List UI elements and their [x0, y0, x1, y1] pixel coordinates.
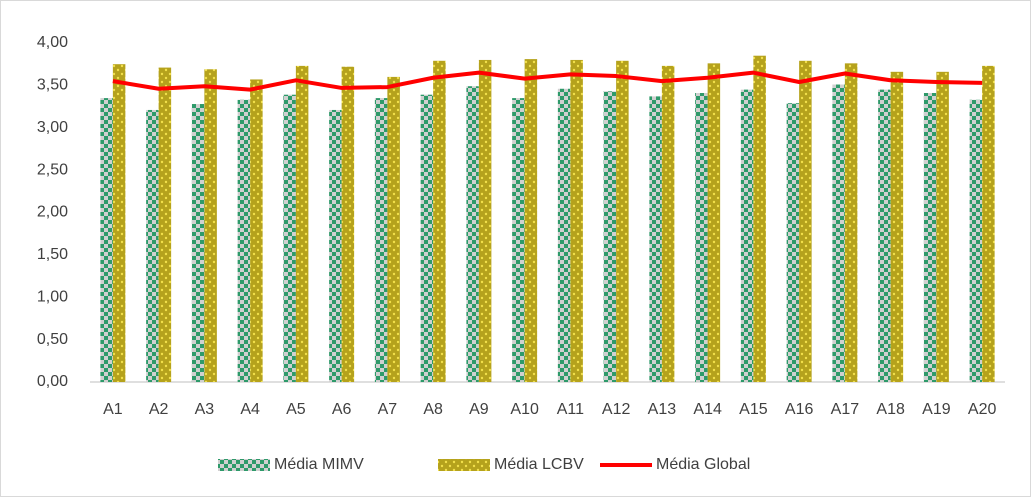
x-tick-label: A17	[831, 401, 860, 418]
bar	[374, 98, 388, 383]
bar	[146, 109, 159, 382]
x-tick-label: A2	[149, 401, 169, 418]
bar	[237, 99, 251, 382]
x-tick-label: A15	[739, 401, 768, 418]
x-tick-label: A14	[693, 401, 722, 418]
bar	[649, 96, 662, 382]
x-tick-label: A18	[876, 401, 905, 418]
y-tick-label: 3,00	[37, 119, 68, 136]
legend-label: Média MIMV	[274, 456, 364, 473]
bar	[707, 63, 721, 383]
bar	[329, 109, 342, 382]
y-tick-label: 1,00	[37, 288, 68, 305]
bar	[936, 71, 949, 382]
bar	[478, 59, 492, 382]
bar	[844, 63, 858, 383]
bar	[923, 93, 937, 382]
bar	[740, 89, 754, 383]
legend-label: Média LCBV	[494, 456, 584, 473]
line	[112, 70, 983, 92]
bar	[799, 60, 812, 383]
x-tick-label: A8	[423, 401, 443, 418]
bar	[512, 98, 525, 383]
bar	[283, 94, 296, 382]
x-tick-label: A16	[785, 401, 814, 418]
bar	[158, 67, 172, 382]
bar	[695, 93, 708, 382]
x-tick-label: A11	[557, 401, 584, 418]
x-tick-label: A5	[286, 401, 306, 418]
bar	[112, 64, 126, 382]
x-tick-label: A10	[510, 401, 539, 418]
y-tick-label: 0,50	[37, 331, 68, 348]
bar	[570, 59, 583, 382]
y-tick-label: 3,50	[37, 77, 68, 94]
x-tick-label: A19	[922, 401, 951, 418]
bar	[753, 55, 766, 383]
x-tick-label: A1	[103, 401, 123, 418]
bar	[191, 104, 205, 383]
x-tick-label: A9	[469, 401, 489, 418]
bar	[832, 84, 845, 382]
x-tick-label: A12	[602, 401, 631, 418]
x-tick-label: A13	[648, 401, 677, 418]
bar	[557, 88, 571, 382]
x-tick-label: A20	[968, 401, 997, 418]
bar	[982, 65, 995, 382]
legend-swatch	[218, 459, 270, 471]
bar	[387, 76, 400, 383]
legend-label: Média Global	[656, 456, 750, 473]
bar	[433, 60, 446, 383]
y-tick-label: 2,50	[37, 161, 68, 178]
bar	[420, 94, 434, 382]
bar	[786, 103, 800, 383]
bar	[524, 59, 538, 382]
bar	[100, 98, 113, 383]
x-tick-label: A6	[332, 401, 352, 418]
y-tick-label: 2,00	[37, 204, 68, 221]
y-tick-label: 4,00	[37, 34, 68, 51]
y-tick-label: 0,00	[37, 373, 68, 390]
bar	[616, 60, 629, 383]
bar	[661, 65, 675, 382]
x-tick-label: A7	[378, 401, 398, 418]
bar	[878, 89, 891, 383]
bar	[890, 71, 904, 382]
y-tick-label: 1,50	[37, 246, 68, 263]
bar	[603, 91, 617, 383]
bar	[466, 86, 479, 382]
x-tick-label: A3	[195, 401, 215, 418]
legend-swatch	[438, 459, 490, 471]
bar	[250, 79, 263, 382]
x-tick-label: A4	[240, 401, 260, 418]
bar	[204, 69, 217, 383]
bar	[969, 99, 983, 382]
bar	[295, 65, 309, 382]
bar	[341, 66, 355, 382]
